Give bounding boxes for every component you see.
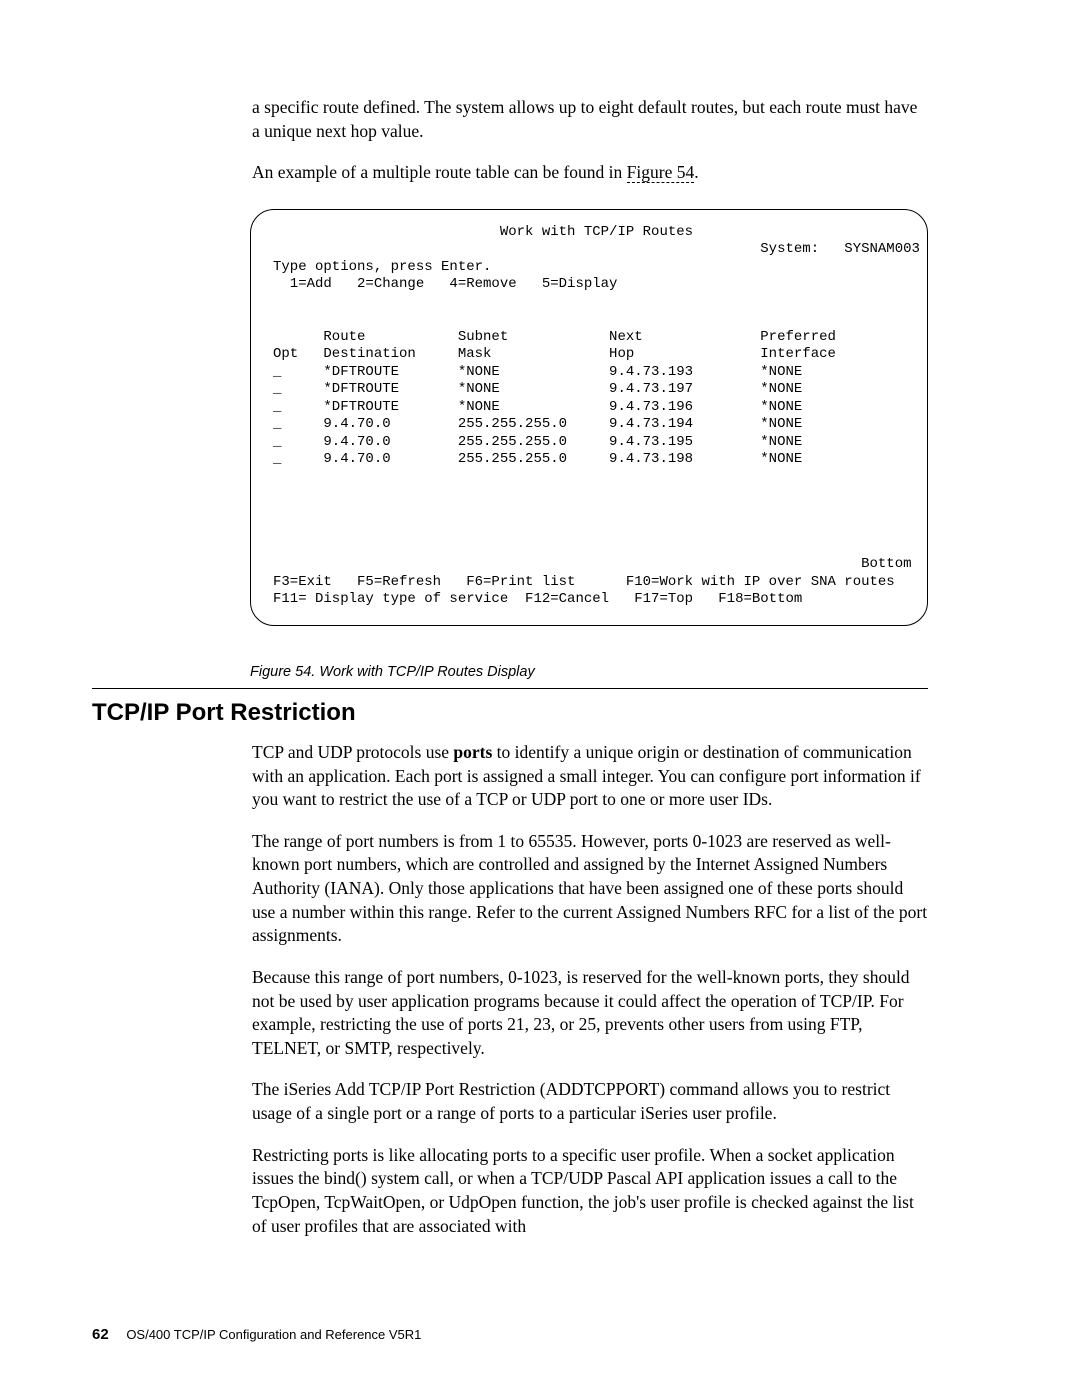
figure-caption: Figure 54. Work with TCP/IP Routes Displ… [250, 664, 928, 680]
section-p2: The range of port numbers is from 1 to 6… [252, 830, 928, 948]
section-rule [92, 688, 928, 689]
terminal-screen: Work with TCP/IP Routes System: SYSNAM00… [250, 209, 928, 626]
figure-link[interactable]: Figure 54 [627, 162, 695, 183]
section-heading: TCP/IP Port Restriction [92, 699, 928, 727]
page-number: 62 [92, 1326, 109, 1343]
intro-p2-a: An example of a multiple route table can… [252, 162, 627, 182]
section-p3: Because this range of port numbers, 0-10… [252, 966, 928, 1061]
page-footer: 62 OS/400 TCP/IP Configuration and Refer… [92, 1326, 421, 1343]
section-p1a: TCP and UDP protocols use [252, 742, 453, 762]
intro-paragraph-2: An example of a multiple route table can… [252, 161, 928, 185]
section-p4: The iSeries Add TCP/IP Port Restriction … [252, 1078, 928, 1125]
intro-p2-b: . [694, 162, 698, 182]
section-p1: TCP and UDP protocols use ports to ident… [252, 741, 928, 812]
section-p5: Restricting ports is like allocating por… [252, 1144, 928, 1239]
footer-title: OS/400 TCP/IP Configuration and Referenc… [126, 1327, 421, 1342]
bold-ports: ports [453, 742, 492, 762]
intro-paragraph-1: a specific route defined. The system all… [252, 96, 928, 143]
